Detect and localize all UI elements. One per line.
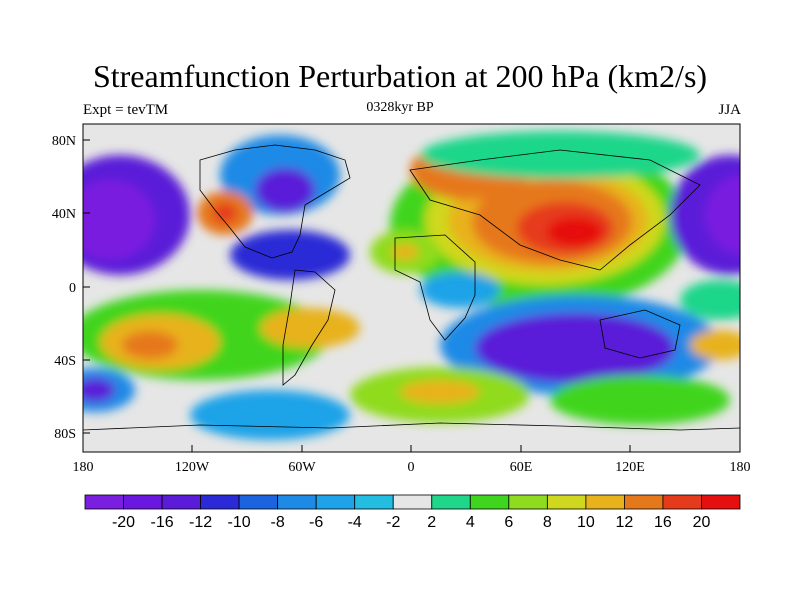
- antarctica-outline: [83, 422, 740, 431]
- colorbar-swatch: [662, 494, 702, 510]
- arctic-band: [420, 131, 700, 179]
- colorbar-swatch: [161, 494, 201, 510]
- x-tick-label: 60W: [288, 460, 316, 475]
- south-indian-high-core: [400, 380, 480, 404]
- us-low: [230, 230, 350, 280]
- x-tick-label: 180: [730, 460, 751, 475]
- west-pacific-high: [680, 280, 740, 320]
- southern-band: [550, 375, 730, 425]
- colorbar-label: -4: [348, 514, 362, 531]
- australia-outline: [599, 309, 681, 359]
- colorbar-label: -8: [271, 514, 285, 531]
- colorbar-label: 2: [427, 514, 436, 531]
- y-axis: 80N 40N 0 40S 80S: [52, 134, 90, 442]
- far-southwest-low-core: [83, 378, 115, 402]
- experiment-label: Expt = tevTM: [83, 102, 169, 118]
- indian-ocean-low: [475, 313, 675, 383]
- colorbar-swatch: [431, 494, 471, 510]
- colorbar-swatch: [546, 494, 587, 510]
- y-tick-label: 0: [69, 281, 76, 296]
- y-tick-label: 80N: [52, 134, 76, 149]
- asia-high-core: [547, 217, 603, 247]
- south-america-outline: [282, 269, 336, 386]
- y-tick-label: 80S: [54, 427, 76, 442]
- south-pacific-high-core: [122, 331, 178, 359]
- colorbar-label: -10: [228, 514, 251, 531]
- colorbar-swatch: [123, 494, 163, 510]
- colorbar-swatch: [585, 494, 625, 510]
- x-tick-label: 180: [73, 460, 94, 475]
- map-title: Streamfunction Perturbation at 200 hPa (…: [92, 58, 708, 94]
- contour-field: [83, 131, 740, 440]
- colorbar-label: 20: [693, 514, 711, 531]
- x-tick-label: 120W: [175, 460, 210, 475]
- colorbar-swatch: [624, 494, 664, 510]
- canada-low-core: [255, 168, 315, 212]
- colorbar-swatch: [392, 494, 433, 510]
- colorbar: -20 -16 -12 -10 -8 -6 -4 -2 2 4 6 8 10 12 16 20: [84, 494, 741, 531]
- colorbar-label: -16: [150, 514, 173, 531]
- colorbar-label: -12: [189, 514, 212, 531]
- west-us-high-core: [213, 203, 237, 223]
- colorbar-swatch: [701, 494, 741, 510]
- y-tick-label: 40N: [52, 207, 76, 222]
- colorbar-swatch: [200, 494, 240, 510]
- x-tick-label: 120E: [615, 460, 645, 475]
- season-label: JJA: [718, 102, 741, 118]
- colorbar-label: 16: [654, 514, 672, 531]
- map-plot-area: [83, 124, 740, 452]
- east-africa-low: [420, 272, 500, 308]
- colorbar-swatch: [238, 494, 279, 510]
- colorbar-swatch: [277, 494, 317, 510]
- africa-outline: [394, 234, 476, 341]
- pacific-low-west-core: [83, 180, 155, 260]
- colorbar-swatch: [469, 494, 510, 510]
- south-atlantic-low: [190, 390, 350, 440]
- colorbar-label: 10: [577, 514, 595, 531]
- colorbar-label: -2: [386, 514, 400, 531]
- y-tick-label: 40S: [54, 354, 76, 369]
- x-tick-label: 60E: [510, 460, 533, 475]
- coastlines: [83, 144, 740, 431]
- colorbar-label: -20: [112, 514, 135, 531]
- x-tick-label: 0: [408, 460, 415, 475]
- colorbar-swatch: [354, 494, 394, 510]
- eurasia-outline: [409, 149, 701, 271]
- colorbar-swatch: [508, 494, 548, 510]
- west-pacific-high-core: [690, 330, 740, 360]
- colorbar-label: -6: [309, 514, 323, 531]
- colorbar-label: 12: [616, 514, 634, 531]
- colorbar-swatch: [84, 494, 124, 510]
- south-atlantic-high: [260, 308, 360, 348]
- colorbar-label: 4: [466, 514, 475, 531]
- pacific-low-east-core: [705, 175, 740, 255]
- north-america-outline: [199, 144, 351, 259]
- colorbar-label: 8: [543, 514, 552, 531]
- colorbar-swatch: [315, 494, 356, 510]
- colorbar-label: 6: [504, 514, 513, 531]
- west-africa-high-core: [391, 244, 419, 260]
- x-axis: 180 120W 60W 0 60E 120E 180: [73, 445, 751, 475]
- time-label: 0328kyr BP: [366, 100, 434, 115]
